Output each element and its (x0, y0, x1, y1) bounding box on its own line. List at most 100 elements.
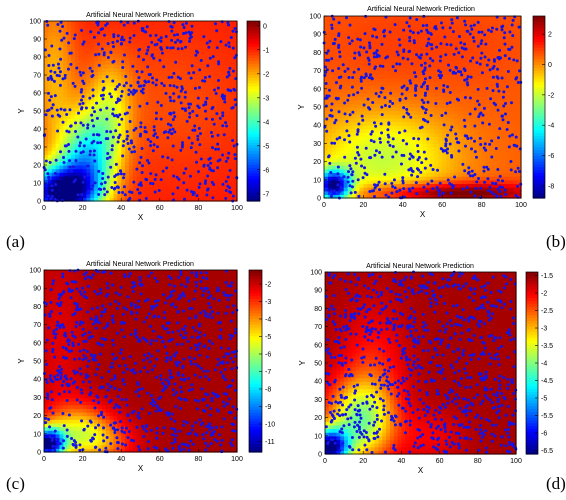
heatmap-cell (222, 107, 226, 111)
heatmap-cell (63, 46, 67, 50)
data-point (52, 103, 55, 106)
heatmap-cell (183, 194, 187, 198)
heatmap-cell (48, 143, 52, 147)
data-point (151, 81, 154, 84)
heatmap-cell (191, 169, 195, 173)
heatmap-cell (375, 173, 380, 177)
heatmap-cell (171, 169, 175, 173)
data-point (191, 64, 194, 67)
heatmap-cell (375, 176, 380, 180)
heatmap-cell (198, 43, 202, 47)
heatmap-cell (344, 151, 349, 155)
heatmap-cell (141, 53, 145, 57)
heatmap-cell (434, 38, 439, 42)
heatmap-cell (375, 60, 380, 64)
heatmap-cell (363, 111, 368, 115)
heatmap-cell (210, 68, 214, 72)
heatmap-cell (403, 16, 408, 20)
data-point (146, 102, 149, 105)
heatmap-cell (411, 122, 416, 126)
data-point (86, 123, 89, 126)
data-point (234, 98, 237, 101)
heatmap-cell (379, 165, 384, 169)
data-point (169, 99, 172, 102)
heatmap-cell (59, 89, 63, 93)
heatmap-cell (59, 169, 63, 173)
heatmap-cell (113, 151, 117, 155)
heatmap-cell (75, 75, 79, 79)
heatmap-cell (198, 89, 202, 93)
heatmap-cell (415, 132, 420, 136)
heatmap-cell (356, 27, 361, 31)
heatmap-cell (383, 158, 388, 162)
heatmap-cell (67, 21, 71, 25)
heatmap-cell (133, 39, 137, 43)
heatmap-cell (171, 68, 175, 72)
heatmap-cell (375, 82, 380, 86)
data-point (97, 43, 100, 46)
heatmap-cell (152, 93, 156, 97)
data-point (66, 32, 69, 35)
heatmap-cell (164, 39, 168, 43)
heatmap-cell (348, 89, 353, 93)
data-point (139, 135, 142, 138)
heatmap-cell (168, 143, 172, 147)
heatmap-cell (156, 183, 160, 187)
heatmap-cell (430, 154, 435, 158)
data-point (141, 171, 144, 174)
data-point (174, 41, 177, 44)
heatmap-cell (83, 35, 87, 39)
data-point (83, 176, 86, 179)
heatmap-cell (148, 21, 152, 25)
data-point (221, 154, 224, 157)
heatmap-cell (359, 132, 364, 136)
heatmap-cell (63, 57, 67, 61)
heatmap-cell (156, 50, 160, 54)
data-point (109, 130, 112, 133)
heatmap-cell (75, 79, 79, 83)
heatmap-cell (442, 56, 447, 60)
heatmap-cell (59, 104, 63, 108)
heatmap-cell (67, 82, 71, 86)
heatmap-cell (83, 86, 87, 90)
heatmap-cell (63, 82, 67, 86)
heatmap-cell (407, 45, 412, 49)
heatmap-cell (117, 28, 121, 32)
data-point (118, 98, 121, 101)
heatmap-cell (222, 89, 226, 93)
heatmap-cell (383, 136, 388, 140)
data-point (75, 150, 78, 153)
heatmap-cell (198, 32, 202, 36)
data-point (60, 39, 63, 42)
heatmap-cell (79, 158, 83, 162)
heatmap-cell (86, 111, 90, 115)
heatmap-cell (206, 136, 210, 140)
heatmap-cell (168, 165, 172, 169)
heatmap-cell (454, 129, 459, 133)
heatmap-cell (383, 143, 388, 147)
heatmap-cell (206, 125, 210, 129)
data-point (196, 104, 199, 107)
heatmap-cell (395, 162, 400, 166)
data-point (56, 109, 59, 112)
data-point (166, 136, 169, 139)
heatmap-cell (332, 125, 337, 129)
heatmap-cell (121, 28, 125, 32)
heatmap-cell (56, 133, 60, 137)
heatmap-cell (344, 183, 349, 187)
heatmap-cell (202, 50, 206, 54)
heatmap-cell (222, 79, 226, 83)
data-point (198, 68, 201, 71)
heatmap-cell (411, 140, 416, 144)
heatmap-cell (59, 165, 63, 169)
heatmap-cell (71, 71, 75, 75)
data-point (169, 128, 172, 131)
heatmap-cell (324, 89, 329, 93)
data-point (91, 119, 94, 122)
heatmap-cell (79, 35, 83, 39)
heatmap-cell (383, 147, 388, 151)
data-point (48, 99, 51, 102)
heatmap-cell (391, 173, 396, 177)
heatmap-cell (202, 61, 206, 65)
heatmap-cell (379, 162, 384, 166)
